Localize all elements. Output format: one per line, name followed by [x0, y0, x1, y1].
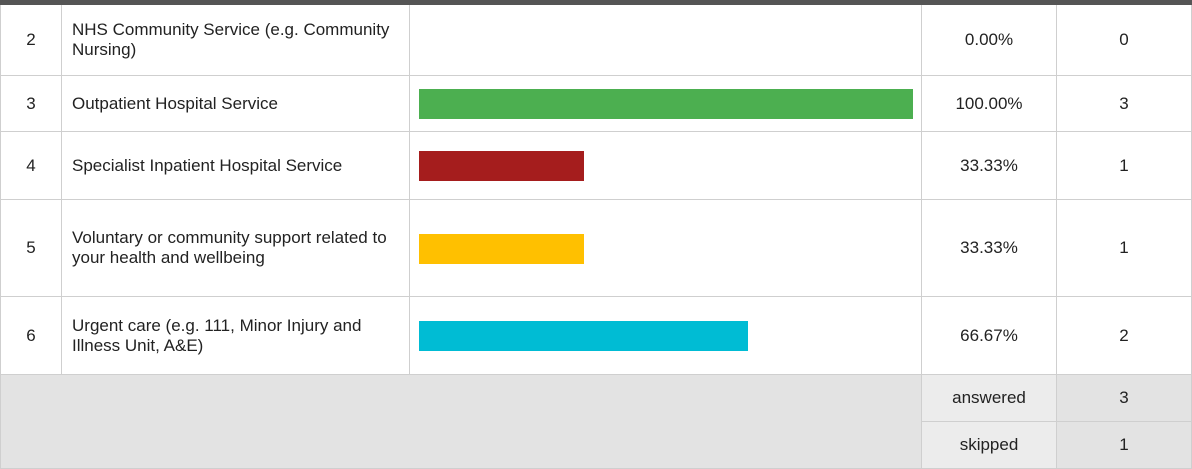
summary-value: 3: [1057, 375, 1192, 422]
bar: [419, 321, 749, 351]
bar-cell: [410, 132, 922, 200]
row-number: 3: [0, 76, 62, 132]
bar-cell: [410, 76, 922, 132]
count: 1: [1057, 200, 1192, 297]
row-label: Outpatient Hospital Service: [62, 76, 410, 132]
row-number: 6: [0, 297, 62, 375]
count: 2: [1057, 297, 1192, 375]
bar-cell: [410, 200, 922, 297]
bar-cell: [410, 5, 922, 76]
row-number: 2: [0, 5, 62, 76]
row-label: Specialist Inpatient Hospital Service: [62, 132, 410, 200]
footer-blank: [0, 375, 922, 469]
percent: 33.33%: [922, 200, 1057, 297]
percent: 0.00%: [922, 5, 1057, 76]
count: 3: [1057, 76, 1192, 132]
bar: [419, 151, 584, 181]
row-label: NHS Community Service (e.g. Community Nu…: [62, 5, 410, 76]
row-label: Urgent care (e.g. 111, Minor Injury and …: [62, 297, 410, 375]
row-label: Voluntary or community support related t…: [62, 200, 410, 297]
header-bar: [0, 0, 1192, 5]
bar: [419, 89, 913, 119]
percent: 33.33%: [922, 132, 1057, 200]
count: 0: [1057, 5, 1192, 76]
summary-label: skipped: [922, 422, 1057, 469]
percent: 100.00%: [922, 76, 1057, 132]
summary-value: 1: [1057, 422, 1192, 469]
bar: [419, 233, 584, 264]
bar-cell: [410, 297, 922, 375]
summary-label: answered: [922, 375, 1057, 422]
row-number: 5: [0, 200, 62, 297]
count: 1: [1057, 132, 1192, 200]
row-number: 4: [0, 132, 62, 200]
percent: 66.67%: [922, 297, 1057, 375]
